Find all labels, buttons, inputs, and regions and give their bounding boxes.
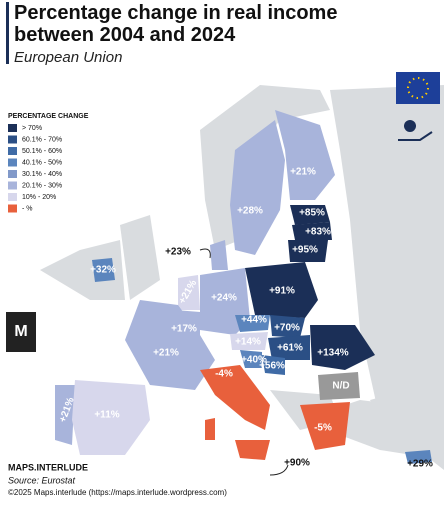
legend-swatch <box>8 135 17 144</box>
legend-swatch <box>8 181 17 190</box>
country-label: -4% <box>215 369 233 380</box>
country-label: +28% <box>237 206 263 217</box>
money-icon <box>404 120 416 132</box>
legend-swatch <box>8 124 17 132</box>
country-label: +23% <box>165 247 191 258</box>
legend-label: 40.1% - 50% <box>22 159 62 166</box>
legend-label: - % <box>22 205 33 212</box>
legend-label: 50.1% - 60% <box>22 148 62 155</box>
arrow <box>199 248 211 259</box>
country-label: +56% <box>259 361 285 372</box>
country-label: +40% <box>241 355 267 366</box>
country-label: N/D <box>332 381 349 392</box>
country-label: +95% <box>292 245 318 256</box>
country-label: +90% <box>284 458 310 469</box>
legend: > 70% 60.1% - 70% 50.1% - 60% 40.1% - 50% 30… <box>8 124 62 213</box>
legend-title: PERCENTAGE CHANGE <box>8 113 89 120</box>
legend-swatch <box>8 193 17 201</box>
logo-mark: M <box>14 323 27 340</box>
country-label: +70% <box>274 323 300 334</box>
legend-label: 20.1% - 30% <box>22 182 62 189</box>
country-label: +21% <box>290 167 316 178</box>
legend-swatch <box>8 204 17 213</box>
country-label: -5% <box>314 423 332 434</box>
arrow <box>269 464 289 476</box>
country-label: +14% <box>235 337 261 348</box>
brand: MAPS.INTERLUDE <box>8 462 88 472</box>
credit: ©2025 Maps.interlude (https://maps.inter… <box>8 488 227 497</box>
eu-flag <box>396 72 440 104</box>
hand-icon <box>398 131 433 141</box>
country-label: +24% <box>211 293 237 304</box>
source: Source: Eurostat <box>8 475 76 485</box>
countries <box>55 110 432 464</box>
country-label: +21% <box>153 348 179 359</box>
eu-stars <box>407 77 429 99</box>
country-label: +134% <box>317 348 349 359</box>
country-label: +29% <box>407 459 433 470</box>
country-label: +61% <box>277 343 303 354</box>
legend-label: > 70% <box>22 125 42 132</box>
legend-swatch <box>8 147 17 155</box>
legend-label: 30.1% - 40% <box>22 171 62 178</box>
title-bar <box>6 2 9 64</box>
title: Percentage change in real income between … <box>14 2 337 46</box>
country-label: +83% <box>305 227 331 238</box>
country-label: +85% <box>299 208 325 219</box>
legend-label: 60.1% - 70% <box>22 136 62 143</box>
country-label: +17% <box>171 324 197 335</box>
legend-label: 10% - 20% <box>22 194 56 201</box>
country-label: +44% <box>241 315 267 326</box>
country-label: +32% <box>90 265 116 276</box>
logo <box>6 312 36 352</box>
country-label: +91% <box>269 286 295 297</box>
legend-swatch <box>8 158 17 167</box>
subtitle: European Union <box>14 49 122 66</box>
legend-swatch <box>8 170 17 178</box>
country-label: +11% <box>94 410 119 421</box>
